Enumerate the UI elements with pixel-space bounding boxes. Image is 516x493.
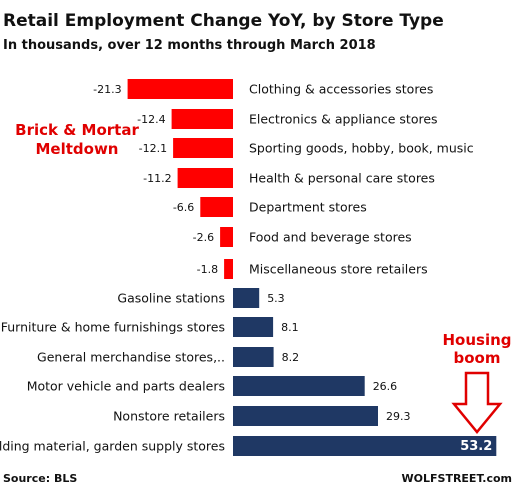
bar-9 — [233, 347, 274, 367]
value-label-7: 5.3 — [267, 292, 285, 305]
category-label-10: Motor vehicle and parts dealers — [27, 379, 225, 394]
value-label-10: 26.6 — [373, 380, 398, 393]
bars-group: Clothing & accessories stores -21.3 Electr… — [0, 79, 497, 456]
value-label-0: -21.3 — [93, 83, 121, 96]
category-label-9: General merchandise stores,.. — [37, 350, 225, 365]
category-label-3: Health & personal care stores — [249, 171, 435, 186]
value-label-4: -6.6 — [173, 201, 194, 214]
chart-subtitle: In thousands, over 12 months through Mar… — [3, 38, 376, 53]
annotation-housing-line-1: boom — [454, 349, 501, 367]
category-label-0: Clothing & accessories stores — [249, 82, 433, 97]
value-label-6: -1.8 — [197, 263, 218, 276]
bar-8 — [233, 317, 274, 337]
bar-1 — [171, 109, 233, 129]
annotation-meltdown-line-0: Brick & Mortar — [15, 121, 139, 139]
category-label-11: Nonstore retailers — [113, 409, 225, 424]
category-label-1: Electronics & appliance stores — [249, 112, 438, 127]
value-label-9: 8.2 — [282, 351, 300, 364]
category-label-4: Department stores — [249, 200, 367, 215]
value-label-5: -2.6 — [193, 231, 214, 244]
annotation-meltdown-line-1: Meltdown — [36, 140, 119, 158]
value-label-8: 8.1 — [281, 321, 299, 334]
bar-11 — [233, 406, 378, 426]
bar-12 — [233, 436, 497, 456]
source-label: Source: BLS — [3, 472, 77, 485]
category-label-2: Sporting goods, hobby, book, music — [249, 141, 474, 156]
bar-5 — [220, 227, 233, 247]
category-label-7: Gasoline stations — [117, 291, 225, 306]
bar-10 — [233, 376, 365, 396]
category-label-8: Furniture & home furnishings stores — [1, 320, 225, 335]
bar-0 — [127, 79, 233, 99]
bar-3 — [177, 168, 233, 188]
value-label-1: -12.4 — [137, 113, 165, 126]
down-arrow-icon — [451, 371, 503, 434]
bar-6 — [224, 259, 233, 279]
bar-2 — [173, 138, 233, 158]
credit-label: WOLFSTREET.com — [402, 472, 512, 485]
value-label-12: 53.2 — [460, 439, 492, 454]
category-label-12: Building material, garden supply stores — [0, 439, 225, 454]
bar-4 — [200, 197, 233, 217]
bar-7 — [233, 288, 260, 308]
value-label-2: -12.1 — [139, 142, 167, 155]
category-label-6: Miscellaneous store retailers — [249, 262, 428, 277]
category-label-5: Food and beverage stores — [249, 230, 412, 245]
chart-title: Retail Employment Change YoY, by Store T… — [3, 11, 444, 31]
annotation-housing-line-0: Housing — [442, 331, 511, 349]
value-label-11: 29.3 — [386, 410, 411, 423]
value-label-3: -11.2 — [143, 172, 171, 185]
